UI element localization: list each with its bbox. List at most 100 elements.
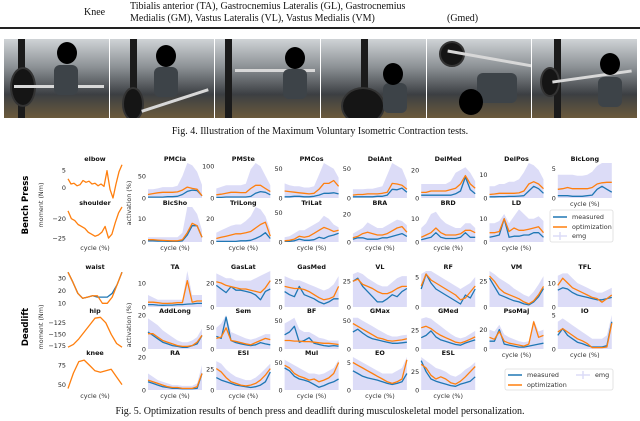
emg-band	[216, 315, 271, 349]
optimization-line	[420, 363, 476, 385]
measured-line	[148, 302, 202, 306]
fig5-caption: Fig. 5. Optimization results of bench pr…	[115, 406, 525, 417]
panel-title: RF	[444, 263, 453, 271]
emg-band	[557, 273, 612, 307]
row-label-bench-press: Bench Press	[21, 176, 31, 235]
legend-label-emg: emg	[572, 232, 586, 240]
panel-title: GasLat	[231, 263, 256, 271]
legend-label-measured: measured	[527, 371, 559, 379]
measured-line	[284, 192, 339, 198]
y-tick-label: 5	[347, 359, 351, 367]
panel-title: VM	[511, 263, 522, 271]
measured-line	[352, 370, 408, 386]
y-tick-label: 10	[58, 300, 66, 308]
y-tick-label: 100	[202, 162, 214, 170]
optimization-line	[489, 218, 545, 234]
x-axis-label: cycle (%)	[228, 392, 258, 400]
optimization-line	[557, 181, 612, 190]
panel-title: TA	[171, 263, 180, 271]
x-axis-label: cycle (%)	[160, 244, 190, 252]
optimization-line	[147, 373, 203, 390]
y-tick-label: 25	[206, 366, 214, 374]
y-tick-label: 0	[483, 345, 487, 353]
optimization-line	[352, 322, 408, 342]
y-tick-label: 50	[274, 165, 282, 173]
emg-band	[284, 215, 339, 242]
emg-band	[421, 357, 476, 390]
measured-line	[352, 187, 408, 198]
measured-line	[216, 190, 271, 199]
panel-delant: DelAnt 0 50	[343, 155, 408, 202]
mvic-photo-4	[321, 39, 426, 118]
emg-band	[352, 317, 407, 349]
measured-line	[420, 360, 476, 387]
panel-psomaj: PsoMaj 0 20 cycle (%)	[479, 307, 544, 359]
x-axis-label: cycle (%)	[160, 392, 190, 400]
y-tick-label: 50	[274, 209, 282, 217]
x-axis-label: cycle (%)	[297, 392, 327, 400]
mvic-photo-1	[4, 39, 109, 118]
y-tick-label: 50	[343, 317, 351, 325]
emg-band	[557, 163, 612, 198]
emg-band	[216, 207, 271, 242]
table-row-label: Knee	[84, 7, 106, 18]
y-tick-label: 20	[58, 287, 66, 295]
measured-line	[216, 371, 271, 389]
optimization-line	[557, 277, 613, 303]
optimization-line	[420, 227, 476, 238]
panel-title: GasMed	[297, 263, 326, 271]
y-tick-label: 20	[138, 353, 146, 361]
panel-esi: ESI 0 25 cycle (%)	[206, 349, 271, 400]
optimization-line	[421, 174, 476, 194]
optimization-line	[216, 327, 271, 346]
y-tick-label: 20	[343, 210, 351, 218]
y-tick-label: 0	[210, 194, 214, 202]
panel-title: BicSho	[163, 199, 188, 207]
measured-line	[420, 330, 476, 346]
y-tick-label: −25	[53, 234, 67, 242]
legend-label-optimization: optimization	[572, 223, 612, 231]
y-tick-label: 10	[479, 171, 487, 179]
panel-shoulder: shoulder −25 −20 cycle (%)	[53, 199, 123, 252]
measured-line	[488, 277, 545, 306]
y-tick-label: 0	[142, 386, 146, 394]
y-tick-label: 50	[138, 172, 146, 180]
y-tick-label: 50	[274, 359, 282, 367]
optimization-line	[147, 186, 203, 197]
measured-line	[352, 277, 408, 303]
emg-band	[421, 271, 476, 307]
y-tick-label: 20	[138, 311, 146, 319]
measured-line	[557, 287, 612, 301]
panel-title: RA	[170, 349, 180, 357]
optimization-line	[67, 359, 123, 389]
x-axis-label: cycle (%)	[570, 351, 600, 359]
y-tick-label: 0	[279, 345, 283, 353]
y-tick-label: 0	[142, 238, 146, 246]
x-axis-label: cycle (%)	[228, 244, 258, 252]
emg-band	[148, 365, 202, 390]
emg-band	[352, 163, 407, 198]
panel-sem: Sem 0 50	[206, 307, 271, 353]
panel-title: GMax	[370, 307, 391, 315]
emg-band	[284, 359, 339, 390]
y-tick-label: 0	[279, 238, 283, 246]
panel-title: DelPos	[504, 155, 529, 163]
y-tick-label: 0	[210, 303, 214, 311]
mvic-photo-2	[109, 39, 215, 118]
legend-box	[549, 209, 614, 243]
y-tick-label: 0	[415, 303, 419, 311]
optimization-line	[67, 164, 123, 199]
y-tick-label: −125	[48, 319, 66, 327]
emg-band	[489, 271, 544, 307]
panel-pmste: PMSte 0 100	[202, 155, 271, 202]
y-tick-label: 0	[210, 345, 214, 353]
y-tick-label: 5	[552, 165, 556, 173]
measured-line	[284, 367, 339, 388]
y-tick-label: 0	[415, 194, 419, 202]
panel-hip: hip −175 −150 −125	[48, 307, 123, 350]
y-tick-label: 50	[58, 381, 66, 389]
y-tick-label: 20	[206, 215, 214, 223]
legend-label-emg: emg	[595, 371, 609, 379]
panel-waist: waist 10 20 30	[58, 263, 123, 308]
optimization-line	[216, 184, 271, 196]
